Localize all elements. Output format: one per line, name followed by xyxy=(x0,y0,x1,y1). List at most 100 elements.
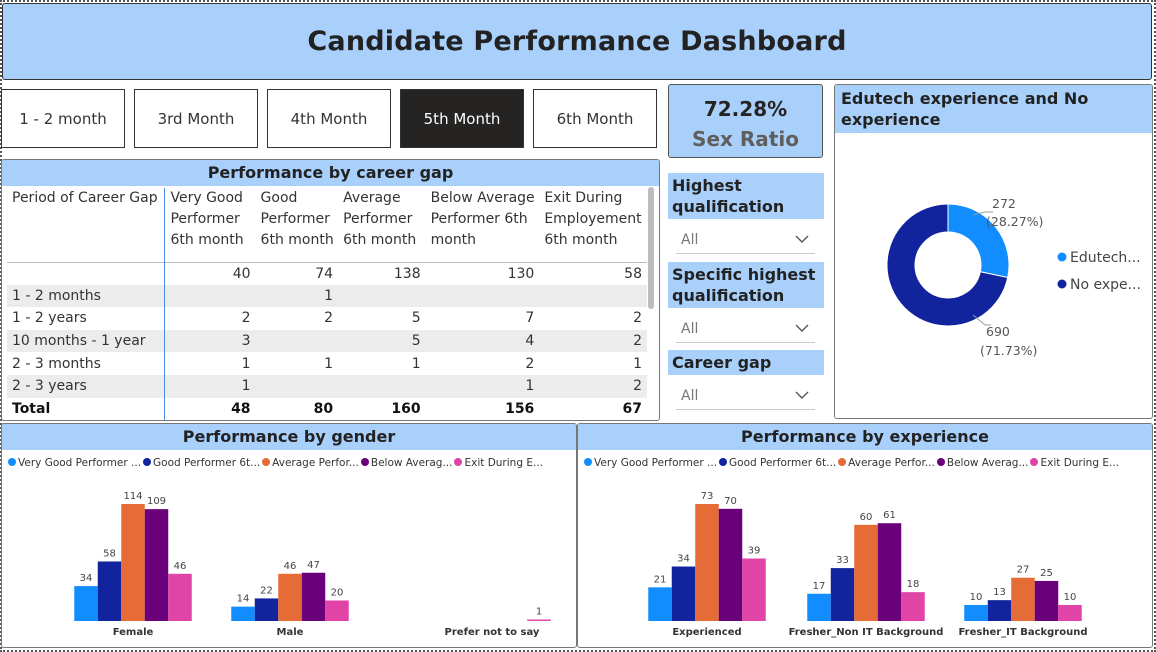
legend-item[interactable]: Good Performer 6t... xyxy=(143,457,260,469)
legend-item[interactable]: Average Perfor... xyxy=(262,457,359,469)
gender-bar-chart[interactable]: 34 58 114 109 46 Female 14 22 46 47 20 Male 1 Prefer … xyxy=(2,424,577,648)
category-label: Fresher_Non IT Background xyxy=(789,627,944,638)
col-header-average[interactable]: Average Performer 6th month xyxy=(343,190,417,248)
legend-item[interactable]: Exit During E... xyxy=(454,457,543,469)
legend-item[interactable]: Below Averag... xyxy=(360,457,452,469)
col-header-good[interactable]: Good Performer 6th month xyxy=(260,190,334,248)
legend-marker xyxy=(454,458,463,466)
donut-chart[interactable]: 272 (28.27%) 690 (71.73%) Edutech... No expe.… xyxy=(835,135,1153,419)
bar[interactable] xyxy=(964,604,988,621)
bar[interactable] xyxy=(742,558,766,621)
bar-data-label: 14 xyxy=(237,594,250,605)
experience-bar-chart[interactable]: 21 34 73 70 39 Experienced 17 33 60 61 18 Fresher_N… xyxy=(578,424,1153,648)
experience-chart-title: Performance by experience xyxy=(578,424,1152,450)
bar-data-label: 25 xyxy=(1040,568,1053,579)
legend-item[interactable]: Good Performer 6t... xyxy=(719,457,836,469)
table-row[interactable]: 2 - 3 months 1 1 1 2 1 xyxy=(7,352,647,375)
sex-ratio-card: 72.28% Sex Ratio xyxy=(668,84,823,158)
bar[interactable] xyxy=(695,504,719,621)
bar-data-label: 58 xyxy=(103,548,116,559)
bar-data-label: 1 xyxy=(536,607,542,618)
legend-item[interactable]: Very Good Performer ... xyxy=(584,457,717,469)
bar-data-label: 70 xyxy=(724,496,737,507)
table-row[interactable]: 10 months - 1 year 3 5 4 2 xyxy=(7,329,647,353)
bar[interactable] xyxy=(807,593,831,621)
leader-line xyxy=(972,211,993,216)
category-label: Fresher_IT Background xyxy=(958,627,1087,638)
legend-marker xyxy=(360,458,369,466)
month-button-4th[interactable]: 4th Month xyxy=(267,89,391,148)
bar[interactable] xyxy=(671,566,696,621)
bar[interactable] xyxy=(231,606,255,621)
bar-data-label: 13 xyxy=(993,587,1006,598)
legend-item[interactable]: Average Perfor... xyxy=(838,457,935,469)
bar[interactable] xyxy=(527,619,551,622)
bar[interactable] xyxy=(648,587,672,621)
table-row[interactable]: 1 - 2 months 1 xyxy=(7,284,647,308)
donut-data-label: 690 xyxy=(986,324,1010,339)
bar[interactable] xyxy=(1011,577,1035,621)
bar[interactable] xyxy=(121,504,145,621)
bar[interactable] xyxy=(168,573,192,621)
legend-marker xyxy=(936,458,945,466)
bar[interactable] xyxy=(254,598,279,621)
donut-slice[interactable] xyxy=(886,203,1009,327)
bar-data-label: 39 xyxy=(748,545,761,556)
gender-chart-legend[interactable]: Very Good Performer ... Good Performer 6t… xyxy=(8,457,545,469)
donut-data-label: (71.73%) xyxy=(980,343,1037,358)
col-header-very-good[interactable]: Very Good Performer 6th month xyxy=(170,190,244,248)
table-row[interactable]: 2 - 3 years 1 1 2 xyxy=(7,374,647,398)
category-label: Prefer not to say xyxy=(445,627,540,638)
legend-item[interactable]: Very Good Performer ... xyxy=(8,457,141,469)
experience-chart-legend[interactable]: Very Good Performer ... Good Performer 6t… xyxy=(584,457,1121,469)
bar[interactable] xyxy=(877,523,902,621)
month-button-5th[interactable]: 5th Month xyxy=(400,89,524,148)
col-header-period[interactable]: Period of Career Gap xyxy=(7,188,166,262)
bar-data-label: 34 xyxy=(80,573,93,584)
dropdown-career-gap[interactable]: All xyxy=(676,382,815,410)
bar[interactable] xyxy=(854,524,878,621)
legend-item[interactable]: No expe... xyxy=(1070,277,1141,293)
col-header-exit[interactable]: Exit During Employement 6th month xyxy=(544,190,642,248)
dropdown-specific-qualification[interactable]: All xyxy=(676,315,815,343)
month-button-6th[interactable]: 6th Month xyxy=(533,89,657,148)
legend-marker xyxy=(8,458,16,466)
bar-data-label: 73 xyxy=(701,491,714,502)
bar[interactable] xyxy=(1058,604,1082,621)
bar[interactable] xyxy=(74,586,98,621)
bar-data-label: 61 xyxy=(883,510,896,521)
slicer-title-career-gap: Career gap xyxy=(668,350,824,375)
bar[interactable] xyxy=(830,568,855,621)
legend-marker xyxy=(143,458,152,466)
bar-data-label: 17 xyxy=(813,581,826,592)
dropdown-highest-qualification[interactable]: All xyxy=(676,226,815,254)
donut-data-label: (28.27%) xyxy=(986,214,1043,229)
col-header-below-average[interactable]: Below Average Performer 6th month xyxy=(430,190,535,248)
bar[interactable] xyxy=(901,592,925,621)
month-button-1-2[interactable]: 1 - 2 month xyxy=(1,89,125,148)
legend-item[interactable]: Exit During E... xyxy=(1030,457,1119,469)
slicer-title-specific-qualification: Specific highest qualification xyxy=(668,262,824,308)
bar-data-label: 22 xyxy=(260,585,273,596)
bar[interactable] xyxy=(325,600,349,621)
month-button-3rd[interactable]: 3rd Month xyxy=(134,89,258,148)
experience-donut-panel: Edutech experience and No experience 272 (… xyxy=(834,84,1153,419)
leader-line xyxy=(972,314,991,326)
bar-data-label: 10 xyxy=(1064,592,1077,603)
legend-item[interactable]: Below Averag... xyxy=(936,457,1028,469)
bar[interactable] xyxy=(987,600,1012,621)
bar[interactable] xyxy=(144,509,169,621)
bar[interactable] xyxy=(278,573,302,621)
slicer-title-highest-qualification: Highest qualification xyxy=(668,173,824,219)
table-row[interactable]: 1 - 2 years 2 2 5 7 2 xyxy=(7,307,647,330)
dropdown-value: All xyxy=(681,232,699,248)
bar[interactable] xyxy=(1034,580,1059,621)
bar[interactable] xyxy=(718,508,743,621)
bar[interactable] xyxy=(97,561,122,621)
dropdown-value: All xyxy=(681,388,699,404)
legend-marker xyxy=(1057,252,1067,262)
bar[interactable] xyxy=(301,572,326,621)
table-scrollbar[interactable] xyxy=(648,187,654,309)
dropdown-value: All xyxy=(681,321,699,337)
legend-item[interactable]: Edutech... xyxy=(1070,250,1141,266)
